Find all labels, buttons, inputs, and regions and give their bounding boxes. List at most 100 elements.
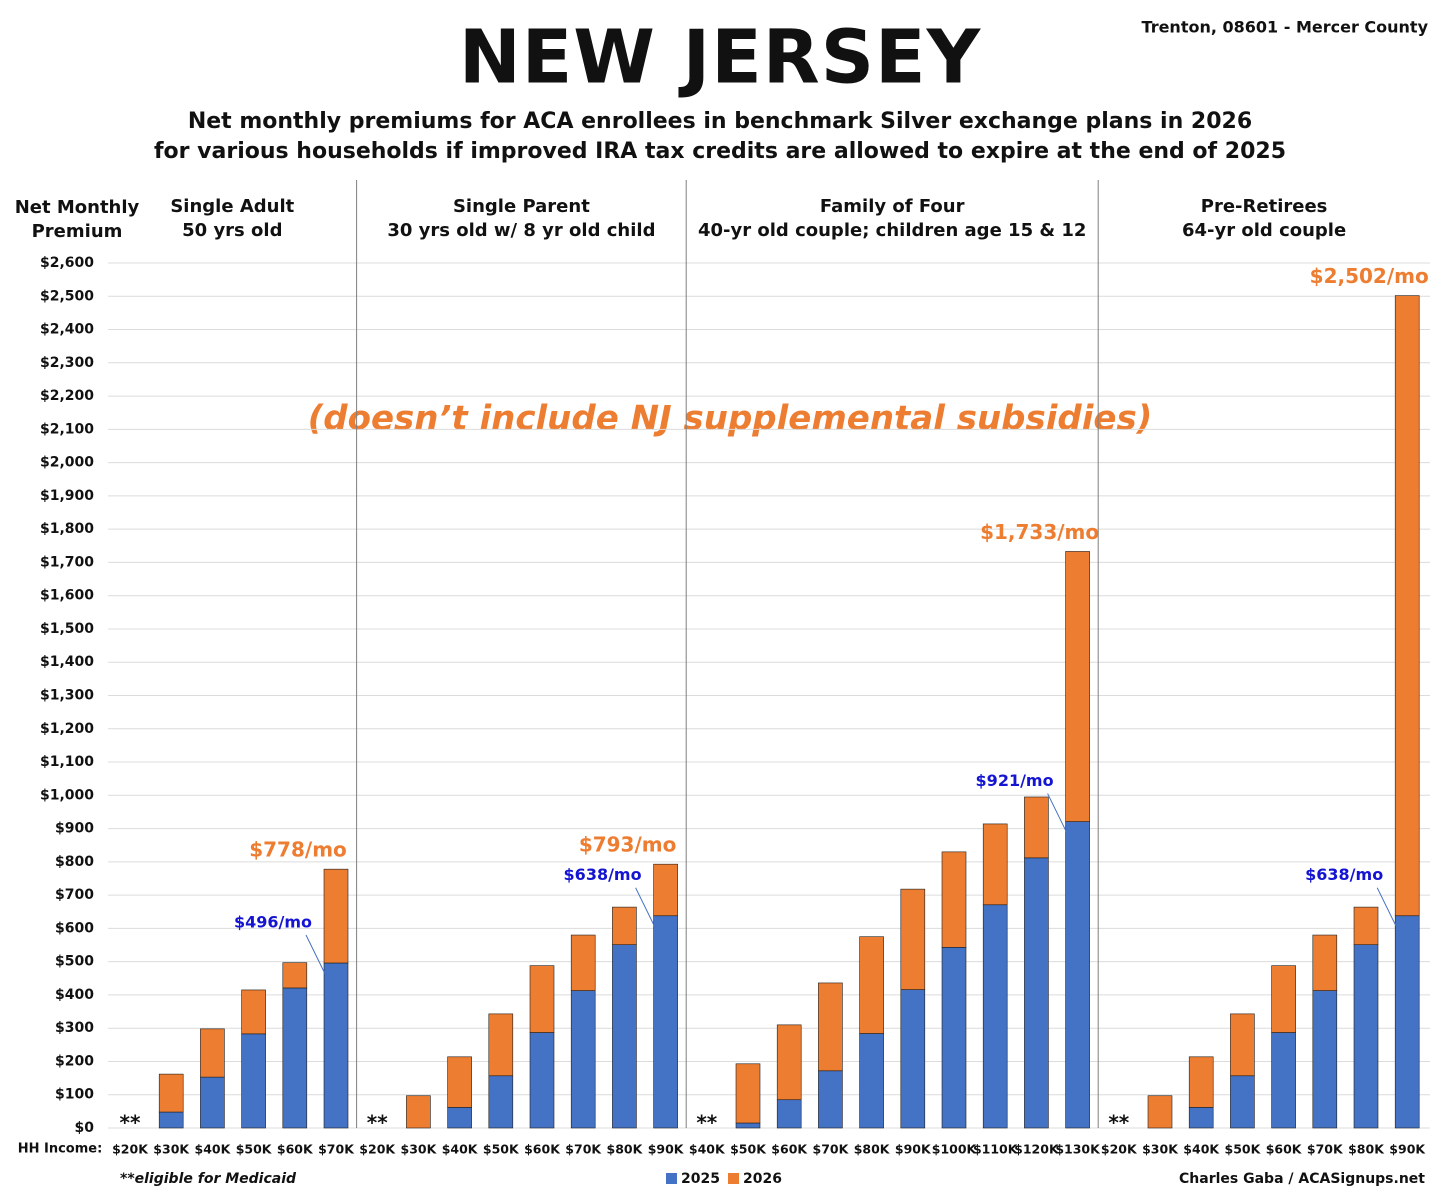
y-tick-label: $0 — [75, 1120, 95, 1136]
y-tick-label: $1,900 — [40, 488, 94, 504]
bar-segment — [570, 990, 596, 1129]
bar-segment — [488, 1013, 514, 1077]
bar-segment — [406, 1095, 431, 1129]
bar-segment — [653, 915, 678, 1129]
x-tick-label: $30K — [1142, 1142, 1179, 1157]
y-tick-label: $1,000 — [40, 787, 94, 803]
y-tick-label: $1,600 — [40, 588, 94, 604]
bar-segment — [570, 934, 596, 991]
bar-segment — [241, 989, 266, 1035]
legend-swatch — [666, 1173, 677, 1184]
panel-subtitle: 50 yrs old — [182, 220, 282, 241]
legend-label: 2025 — [681, 1171, 720, 1187]
x-tick-label: $80K — [1348, 1142, 1385, 1157]
bar-segment — [1271, 1032, 1296, 1129]
bar-segment — [735, 1122, 761, 1129]
bar-segment — [323, 868, 349, 964]
bar-segment — [776, 1024, 802, 1101]
x-tick-label: $30K — [401, 1142, 438, 1157]
x-tick-label: $60K — [277, 1142, 314, 1157]
bar-segment — [447, 1107, 472, 1129]
y-axis-label: Net Monthly — [15, 197, 140, 218]
panel-subtitle: 40-yr old couple; children age 15 & 12 — [698, 220, 1086, 241]
total-label: $778/mo — [249, 838, 347, 862]
y-tick-label: $400 — [55, 987, 94, 1003]
total-label: $793/mo — [579, 833, 677, 857]
bar-segment — [1188, 1056, 1214, 1108]
x-tick-label: $60K — [771, 1142, 808, 1157]
x-tick-label: $50K — [730, 1142, 767, 1157]
y-tick-label: $600 — [55, 920, 94, 936]
y-tick-label: $1,500 — [40, 621, 94, 637]
credit: Charles Gaba / ACASignups.net — [1179, 1171, 1425, 1187]
bar-segment — [488, 1075, 514, 1129]
x-tick-label: $50K — [1225, 1142, 1262, 1157]
value-label: $638/mo — [564, 865, 642, 884]
y-tick-label: $2,000 — [40, 455, 94, 471]
total-label: $1,733/mo — [980, 520, 1099, 544]
bar-segment — [982, 904, 1008, 1129]
x-tick-label: $80K — [607, 1142, 644, 1157]
bar-segment — [282, 987, 308, 1129]
bar-segment — [1188, 1107, 1214, 1129]
bar-segment — [612, 944, 637, 1129]
bar-segment — [900, 888, 926, 990]
bar-segment — [653, 863, 678, 917]
panel-title: Single Adult — [170, 196, 294, 217]
panel-title: Pre-Retirees — [1201, 196, 1328, 217]
panel-subtitle: 64-yr old couple — [1182, 220, 1346, 241]
y-tick-label: $2,300 — [40, 355, 94, 371]
y-tick-label: $2,200 — [40, 388, 94, 404]
x-tick-label: $90K — [1389, 1142, 1426, 1157]
x-tick-label: $50K — [483, 1142, 520, 1157]
y-tick-label: $1,100 — [40, 754, 94, 770]
x-tick-label: $30K — [153, 1142, 190, 1157]
panel-title: Single Parent — [453, 196, 590, 217]
y-axis-label: Premium — [32, 221, 123, 242]
y-tick-label: $200 — [55, 1053, 94, 1069]
bar-segment — [1147, 1095, 1173, 1129]
bar-segment — [323, 962, 349, 1129]
bar-segment — [1353, 906, 1379, 945]
x-tick-label: $70K — [813, 1142, 850, 1157]
bar-segment — [1024, 796, 1049, 859]
legend-label: 2026 — [743, 1171, 782, 1187]
bar-segment — [1312, 934, 1338, 991]
y-tick-label: $1,800 — [40, 521, 94, 537]
x-tick-label: $20K — [1101, 1142, 1138, 1157]
bar-segment — [982, 823, 1008, 906]
y-tick-label: $700 — [55, 887, 94, 903]
y-tick-label: $2,100 — [40, 421, 94, 437]
y-tick-label: $2,400 — [40, 322, 94, 338]
legend-swatch — [728, 1173, 739, 1184]
x-tick-label: $110K — [973, 1142, 1019, 1157]
x-tick-label: $70K — [1307, 1142, 1344, 1157]
bar-segment — [282, 962, 308, 989]
y-tick-label: $1,300 — [40, 688, 94, 704]
medicaid-marker: ** — [1108, 1111, 1129, 1135]
subtitle-line: for various households if improved IRA t… — [154, 139, 1286, 164]
bar-segment — [158, 1073, 184, 1113]
y-tick-label: $1,200 — [40, 721, 94, 737]
leader-line — [305, 934, 333, 989]
bar-segment — [1230, 1013, 1255, 1077]
bar-segment — [859, 936, 884, 1034]
medicaid-marker: ** — [696, 1111, 717, 1135]
bar-segment — [200, 1028, 225, 1078]
leader-line — [1047, 793, 1075, 847]
medicaid-marker: ** — [120, 1111, 141, 1135]
panel-subtitle: 30 yrs old w/ 8 yr old child — [387, 220, 655, 241]
x-tick-label: $20K — [112, 1142, 149, 1157]
x-tick-label: $20K — [359, 1142, 396, 1157]
bar-segment — [529, 965, 555, 1033]
x-tick-label: $60K — [1266, 1142, 1303, 1157]
y-tick-label: $2,500 — [40, 288, 94, 304]
bar-segment — [818, 982, 843, 1072]
medicaid-marker: ** — [367, 1111, 388, 1135]
x-tick-label: $70K — [318, 1142, 355, 1157]
bar-segment — [1065, 821, 1090, 1129]
value-label: $496/mo — [234, 912, 312, 931]
y-tick-label: $800 — [55, 854, 94, 870]
y-tick-label: $1,700 — [40, 554, 94, 570]
x-tick-label: $90K — [648, 1142, 685, 1157]
